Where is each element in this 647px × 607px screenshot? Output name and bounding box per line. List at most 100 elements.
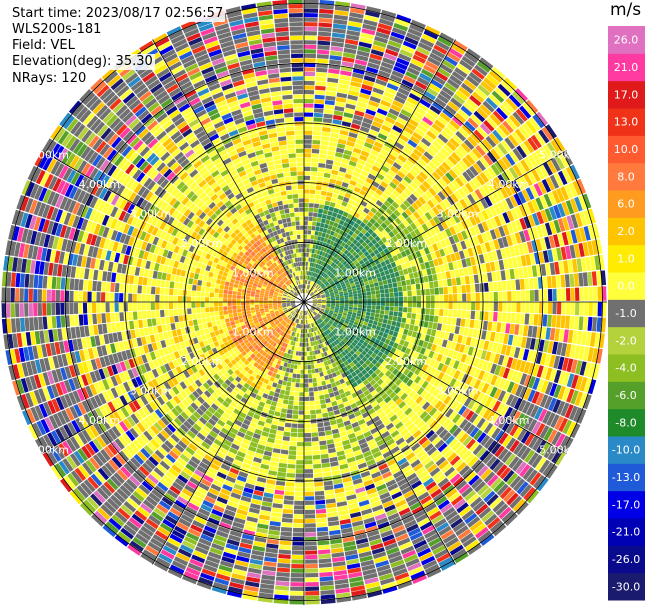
velocity-cell [304, 40, 317, 45]
velocity-cell [462, 435, 473, 447]
velocity-cell [405, 387, 413, 396]
velocity-cell [461, 185, 470, 196]
velocity-cell [396, 206, 405, 214]
velocity-cell [445, 537, 459, 548]
velocity-cell [466, 293, 471, 302]
velocity-cell [597, 302, 602, 317]
velocity-cell [387, 153, 397, 162]
velocity-cell [500, 270, 506, 281]
velocity-cell [423, 90, 436, 101]
velocity-cell [331, 342, 336, 347]
velocity-cell [317, 287, 322, 291]
velocity-cell [570, 287, 575, 301]
velocity-cell [308, 374, 312, 379]
velocity-cell [510, 358, 518, 370]
velocity-cell [304, 162, 311, 167]
velocity-cell [353, 529, 366, 536]
velocity-cell [329, 202, 336, 208]
velocity-cell [325, 306, 331, 309]
velocity-cell [394, 306, 399, 312]
velocity-cell [311, 306, 315, 310]
velocity-cell [393, 495, 405, 504]
velocity-cell [494, 445, 505, 458]
velocity-cell [311, 307, 315, 311]
velocity-cell [297, 342, 300, 347]
velocity-cell [362, 568, 377, 576]
velocity-cell [587, 241, 594, 256]
velocity-cell [314, 310, 318, 314]
velocity-cell [441, 323, 447, 332]
velocity-cell [409, 168, 419, 178]
velocity-cell [343, 343, 349, 349]
velocity-cell [472, 148, 483, 159]
velocity-cell [376, 302, 381, 306]
velocity-cell [374, 479, 385, 487]
velocity-cell [364, 161, 373, 169]
velocity-cell [333, 321, 338, 326]
velocity-cell [454, 251, 461, 261]
velocity-cell [535, 166, 545, 180]
velocity-cell [511, 257, 518, 268]
velocity-cell [371, 181, 380, 188]
velocity-cell [304, 130, 313, 135]
velocity-cell [295, 478, 304, 483]
velocity-cell [311, 148, 320, 154]
velocity-cell [353, 293, 358, 297]
velocity-cell [409, 324, 415, 331]
velocity-cell [316, 526, 329, 532]
velocity-cell [403, 175, 413, 184]
velocity-cell [472, 265, 478, 275]
velocity-cell [592, 364, 600, 380]
velocity-cell [424, 314, 430, 322]
velocity-cell [273, 443, 282, 449]
velocity-cell [400, 392, 408, 401]
velocity-cell [425, 404, 434, 414]
velocity-cell [379, 314, 384, 319]
velocity-cell [416, 174, 425, 184]
velocity-cell [461, 486, 474, 498]
velocity-cell [315, 190, 322, 195]
velocity-cell [527, 137, 539, 151]
velocity-cell [308, 257, 311, 262]
velocity-cell [309, 248, 313, 253]
velocity-cell [410, 230, 417, 239]
velocity-cell [382, 471, 393, 479]
velocity-cell [435, 203, 444, 213]
velocity-cell [337, 374, 343, 380]
velocity-cell [341, 247, 347, 253]
velocity-cell [474, 188, 484, 200]
velocity-cell [309, 392, 314, 397]
velocity-cell [461, 407, 471, 418]
velocity-cell [322, 314, 327, 318]
velocity-cell [584, 302, 589, 316]
velocity-cell [454, 326, 460, 335]
velocity-cell [484, 302, 489, 311]
velocity-cell [394, 529, 407, 538]
velocity-cell [385, 157, 395, 166]
velocity-cell [591, 348, 599, 363]
velocity-cell [464, 319, 470, 328]
velocity-cell [538, 251, 545, 264]
velocity-cell [342, 312, 348, 316]
velocity-cell [397, 425, 407, 433]
velocity-cell [287, 377, 292, 382]
velocity-cell [433, 44, 448, 55]
velocity-cell [343, 420, 351, 427]
velocity-cell [304, 157, 311, 162]
velocity-cell [532, 364, 540, 377]
velocity-cell [278, 393, 285, 399]
velocity-cell [450, 341, 457, 351]
velocity-cell [390, 430, 400, 438]
velocity-cell [437, 477, 449, 488]
velocity-cell [602, 302, 607, 317]
velocity-cell [485, 207, 494, 219]
velocity-cell [342, 338, 348, 344]
velocity-cell [429, 510, 442, 521]
velocity-cell [432, 234, 440, 243]
velocity-cell [468, 180, 478, 191]
velocity-cell [332, 165, 340, 171]
velocity-cell [423, 151, 434, 161]
velocity-cell [554, 416, 564, 431]
velocity-cell [453, 224, 461, 234]
velocity-cell [366, 419, 374, 427]
